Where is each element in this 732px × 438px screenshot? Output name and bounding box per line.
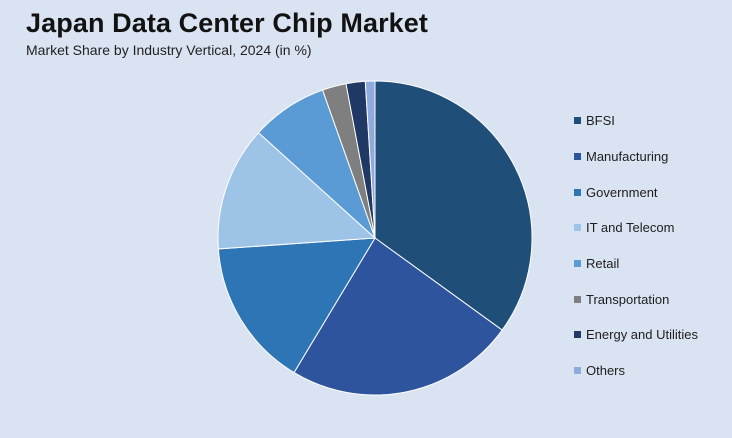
legend-label: Others xyxy=(586,363,626,379)
pie-slice-manufacturing xyxy=(293,237,503,396)
legend-label: BFSI xyxy=(586,113,615,129)
legend-swatch xyxy=(574,153,581,161)
chart-legend: BFSI Manufacturing Government IT and Teleco… xyxy=(574,103,698,389)
legend-item-others: Others xyxy=(574,353,698,389)
legend-item-it-and-telecom: IT and Telecom xyxy=(574,210,698,246)
legend-label: Energy and Utilities xyxy=(586,327,698,343)
legend-label: Transportation xyxy=(586,291,670,307)
legend-item-government: Government xyxy=(574,174,698,210)
legend-swatch xyxy=(574,224,581,232)
chart-title: Japan Data Center Chip Market xyxy=(26,8,429,38)
legend-item-transportation: Transportation xyxy=(574,281,698,317)
chart-subtitle: Market Share by Industry Vertical, 2024 … xyxy=(26,42,312,58)
legend-swatch xyxy=(574,117,581,125)
pie-slice-it-and-telecom xyxy=(217,132,377,250)
legend-label: Retail xyxy=(586,256,620,272)
legend-label: Manufacturing xyxy=(586,149,669,165)
legend-swatch xyxy=(574,260,581,268)
pie-slice-others xyxy=(364,80,376,239)
legend-swatch xyxy=(574,295,581,303)
legend-label: IT and Telecom xyxy=(586,220,675,236)
legend-item-manufacturing: Manufacturing xyxy=(574,139,698,175)
legend-item-energy-and-utilities: Energy and Utilities xyxy=(574,317,698,353)
pie-slice-bfsi xyxy=(374,80,533,331)
legend-swatch xyxy=(574,331,581,339)
legend-item-bfsi: BFSI xyxy=(574,103,698,139)
legend-label: Government xyxy=(586,184,658,200)
legend-swatch xyxy=(574,367,581,375)
legend-swatch xyxy=(574,188,581,196)
pie-slice-government xyxy=(217,237,376,374)
legend-item-retail: Retail xyxy=(574,246,698,282)
